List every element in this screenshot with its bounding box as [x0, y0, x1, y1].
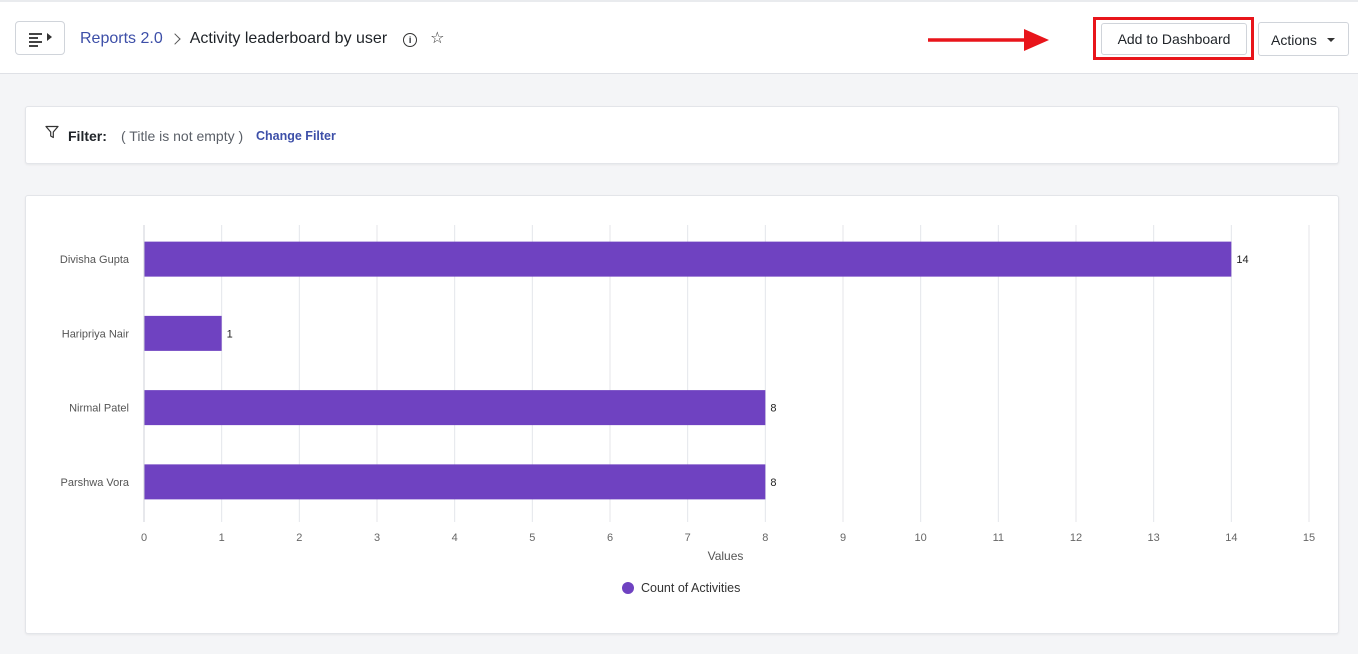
- x-tick-label: 0: [141, 532, 147, 544]
- bar[interactable]: [144, 464, 766, 500]
- x-tick-label: 3: [374, 532, 380, 544]
- breadcrumb: Reports 2.0 Activity leaderboard by user…: [80, 29, 445, 49]
- chevron-right-icon: [169, 33, 181, 45]
- x-tick-label: 4: [452, 532, 458, 544]
- top-bar: Reports 2.0 Activity leaderboard by user…: [0, 0, 1358, 74]
- data-label: 1: [227, 328, 233, 340]
- x-tick-label: 7: [685, 532, 691, 544]
- x-tick-label: 11: [993, 532, 1004, 544]
- bar[interactable]: [144, 390, 766, 426]
- caret-down-icon: [1327, 38, 1335, 42]
- breadcrumb-parent-link[interactable]: Reports 2.0: [80, 30, 163, 47]
- star-icon[interactable]: ☆: [430, 30, 445, 47]
- x-tick-label: 15: [1303, 532, 1315, 544]
- x-axis-title: Values: [708, 549, 744, 563]
- data-label: 8: [770, 477, 776, 489]
- red-arrow-annotation: [928, 29, 1049, 51]
- highlight-box-annotation: [1093, 17, 1254, 60]
- x-tick-label: 6: [607, 532, 613, 544]
- x-tick-label: 8: [762, 532, 768, 544]
- add-to-dashboard-button[interactable]: Add to Dashboard: [1101, 23, 1247, 55]
- category-label: Haripriya Nair: [62, 328, 130, 340]
- legend-swatch: [622, 582, 634, 594]
- bar[interactable]: [144, 241, 1232, 277]
- x-tick-label: 5: [529, 532, 535, 544]
- x-tick-label: 1: [219, 532, 225, 544]
- actions-label: Actions: [1271, 32, 1317, 48]
- x-tick-label: 13: [1148, 532, 1160, 544]
- bar[interactable]: [144, 315, 222, 351]
- change-filter-link[interactable]: Change Filter: [256, 129, 336, 143]
- category-label: Divisha Gupta: [60, 254, 130, 266]
- x-tick-label: 10: [915, 532, 927, 544]
- chart-legend[interactable]: Count of Activities: [622, 581, 740, 595]
- page-title: Activity leaderboard by user: [189, 30, 388, 47]
- data-label: 14: [1236, 254, 1248, 266]
- data-label: 8: [770, 403, 776, 415]
- x-tick-label: 2: [296, 532, 302, 544]
- x-tick-label: 12: [1070, 532, 1082, 544]
- filter-card: Filter: ( Title is not empty ) Change Fi…: [25, 106, 1339, 164]
- info-icon[interactable]: i: [403, 33, 418, 47]
- x-tick-label: 14: [1225, 532, 1237, 544]
- expand-arrow-icon: [47, 33, 52, 41]
- filter-condition: ( Title is not empty ): [121, 128, 244, 144]
- sidebar-toggle-button[interactable]: [15, 21, 65, 55]
- filter-label: Filter:: [68, 128, 107, 144]
- filter-icon: [45, 125, 59, 139]
- category-label: Parshwa Vora: [61, 477, 130, 489]
- legend-label: Count of Activities: [641, 581, 741, 595]
- actions-dropdown-button[interactable]: Actions: [1258, 22, 1349, 56]
- chart-card: 0 1 2 3 4 5 6 7 8 9 10 11 12 13 14 15 Values Divisha Gupt…: [25, 195, 1339, 634]
- category-label: Nirmal Patel: [69, 403, 129, 415]
- x-tick-label: 9: [840, 532, 846, 544]
